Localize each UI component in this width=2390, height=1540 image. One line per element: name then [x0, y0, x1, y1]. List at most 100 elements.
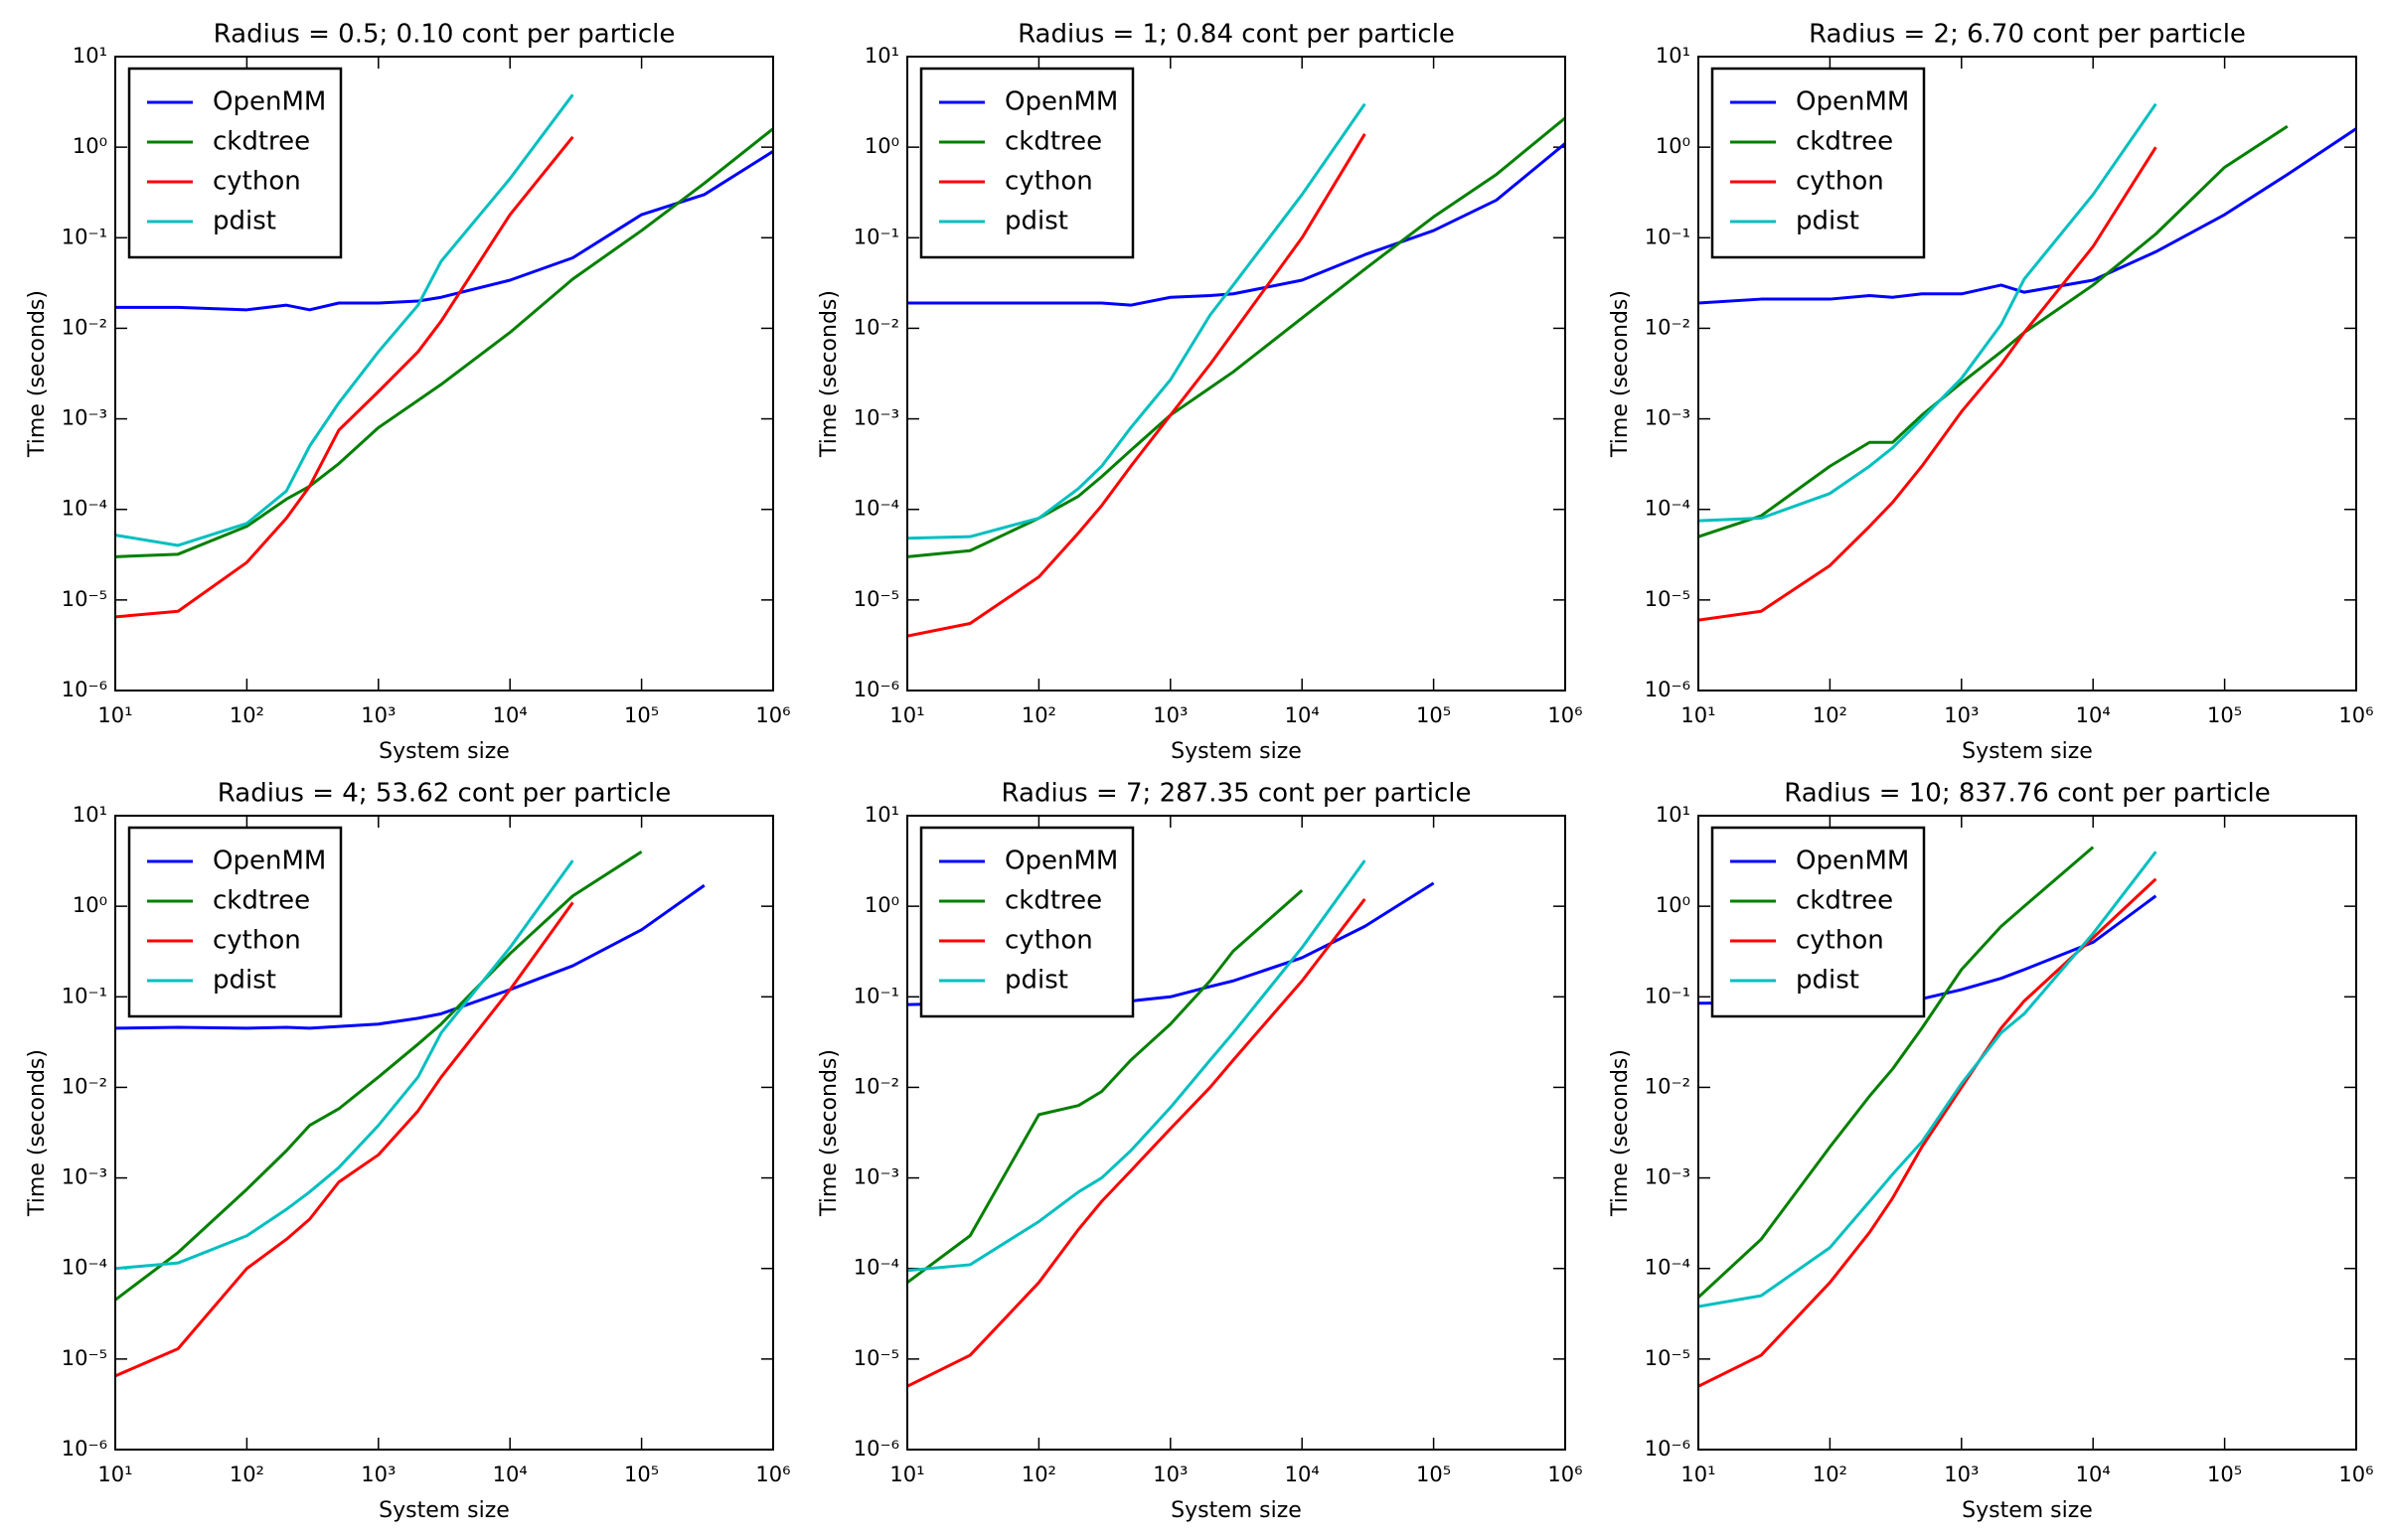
x-tick-label: 10² — [230, 703, 264, 727]
legend-label: cython — [1005, 926, 1093, 956]
legend-label: ckdtree — [1796, 127, 1893, 157]
axes-frame — [906, 815, 1566, 1451]
legend-label: pdist — [1796, 966, 1859, 996]
y-axis-label: Time (seconds) — [1608, 290, 1633, 458]
series-line — [907, 859, 1366, 1273]
axes-frame — [1697, 56, 2357, 692]
legend-label: cython — [213, 926, 301, 956]
x-tick-label: 10¹ — [889, 1463, 924, 1486]
x-tick-label: 10⁶ — [1547, 1463, 1582, 1486]
series-line — [1698, 127, 2356, 305]
x-axis-label: System size — [1171, 739, 1302, 764]
x-tick-label: 10¹ — [1680, 703, 1715, 727]
series-line — [115, 127, 773, 558]
plot-area — [1698, 102, 2356, 622]
y-tick-label: 10⁻³ — [62, 1165, 107, 1189]
y-tick-label: 10⁻⁵ — [854, 587, 899, 611]
y-tick-label: 10⁻⁵ — [1645, 587, 1690, 611]
x-tick-label: 10⁵ — [2207, 1463, 2242, 1486]
series-line — [907, 133, 1366, 638]
subplot: Radius = 1; 0.84 cont per particle System… — [817, 20, 1583, 765]
y-tick-label: 10⁰ — [865, 893, 899, 917]
y-tick-label: 10⁻² — [854, 315, 899, 339]
y-tick-label: 10¹ — [865, 803, 899, 827]
series-line — [115, 850, 643, 1302]
series-line — [1698, 846, 2095, 1299]
y-tick-label: 10⁻² — [62, 1074, 107, 1098]
y-axis-label: Time (seconds) — [25, 1049, 50, 1217]
x-tick-label: 10³ — [1153, 1463, 1188, 1486]
y-tick-label: 10⁻² — [1645, 315, 1690, 339]
y-tick-label: 10¹ — [1656, 803, 1690, 827]
legend-box — [1710, 826, 1926, 1018]
y-tick-label: 10⁻² — [854, 1074, 899, 1098]
y-tick-label: 10⁰ — [865, 134, 899, 158]
subplot: Radius = 0.5; 0.10 cont per particle Syst… — [25, 20, 791, 765]
series-line — [115, 883, 706, 1030]
plot-area — [115, 93, 773, 619]
x-tick-label: 10⁶ — [755, 703, 790, 727]
x-tick-label: 10⁵ — [624, 703, 659, 727]
y-tick-label: 10⁻⁵ — [1645, 1346, 1690, 1370]
x-tick-label: 10⁵ — [1416, 1463, 1451, 1486]
chart-title: Radius = 4; 53.62 cont per particle — [218, 779, 671, 809]
x-tick-label: 10¹ — [889, 703, 924, 727]
x-tick-label: 10⁴ — [493, 703, 528, 727]
chart-title: Radius = 0.5; 0.10 cont per particle — [214, 20, 676, 50]
x-tick-label: 10⁴ — [1285, 703, 1320, 727]
subplot: Radius = 10; 837.76 cont per particle Sys… — [1608, 779, 2374, 1524]
y-tick-label: 10⁻¹ — [1645, 984, 1690, 1007]
x-tick-label: 10⁶ — [755, 1463, 790, 1486]
y-axis-label: Time (seconds) — [1608, 1049, 1633, 1217]
y-tick-label: 10⁻³ — [1645, 406, 1690, 430]
x-tick-label: 10³ — [361, 1463, 396, 1486]
x-axis-label: System size — [1962, 739, 2093, 764]
y-tick-label: 10⁻⁶ — [1645, 1437, 1690, 1461]
series-line — [115, 150, 773, 312]
y-tick-label: 10¹ — [865, 44, 899, 68]
x-tick-label: 10¹ — [97, 1463, 132, 1486]
legend-box — [1710, 67, 1926, 259]
x-tick-label: 10³ — [1944, 703, 1979, 727]
legend-label: ckdtree — [1005, 127, 1102, 157]
y-tick-label: 10⁻¹ — [1645, 225, 1690, 248]
plot-area — [907, 859, 1435, 1388]
y-tick-label: 10⁻⁴ — [854, 1256, 899, 1280]
x-tick-label: 10⁵ — [624, 1463, 659, 1486]
y-tick-label: 10⁻⁴ — [62, 1256, 107, 1280]
legend-label: OpenMM — [1005, 87, 1118, 117]
x-tick-label: 10¹ — [97, 703, 132, 727]
legend-label: ckdtree — [213, 127, 310, 157]
legend-label: ckdtree — [213, 886, 310, 916]
y-tick-label: 10⁻² — [62, 315, 107, 339]
legend-label: cython — [1005, 167, 1093, 197]
y-tick-label: 10⁻⁵ — [62, 587, 107, 611]
y-tick-label: 10⁻⁶ — [1645, 678, 1690, 701]
x-tick-label: 10² — [1813, 703, 1847, 727]
x-axis-label: System size — [379, 1498, 510, 1523]
legend-box — [919, 67, 1135, 259]
series-line — [907, 142, 1565, 307]
legend-label: pdist — [1005, 207, 1068, 236]
y-tick-label: 10⁻⁴ — [1645, 1256, 1690, 1280]
y-tick-label: 10⁻⁶ — [854, 678, 899, 701]
x-tick-label: 10⁶ — [2338, 1463, 2373, 1486]
chart-title: Radius = 7; 287.35 cont per particle — [1002, 779, 1472, 809]
x-tick-label: 10³ — [1944, 1463, 1979, 1486]
y-tick-label: 10⁻³ — [854, 406, 899, 430]
chart-title: Radius = 1; 0.84 cont per particle — [1018, 20, 1455, 50]
x-axis-label: System size — [379, 739, 510, 764]
y-axis-label: Time (seconds) — [817, 290, 842, 458]
x-tick-label: 10³ — [361, 703, 396, 727]
x-tick-label: 10² — [1022, 1463, 1056, 1486]
legend-box — [127, 67, 343, 259]
x-tick-label: 10⁴ — [2076, 1463, 2111, 1486]
y-tick-label: 10⁰ — [1656, 893, 1690, 917]
x-tick-label: 10⁶ — [2338, 703, 2373, 727]
series-line — [115, 93, 574, 547]
y-tick-label: 10⁻⁵ — [62, 1346, 107, 1370]
y-tick-label: 10⁰ — [73, 893, 107, 917]
x-tick-label: 10² — [1022, 703, 1056, 727]
y-axis-label: Time (seconds) — [817, 1049, 842, 1217]
